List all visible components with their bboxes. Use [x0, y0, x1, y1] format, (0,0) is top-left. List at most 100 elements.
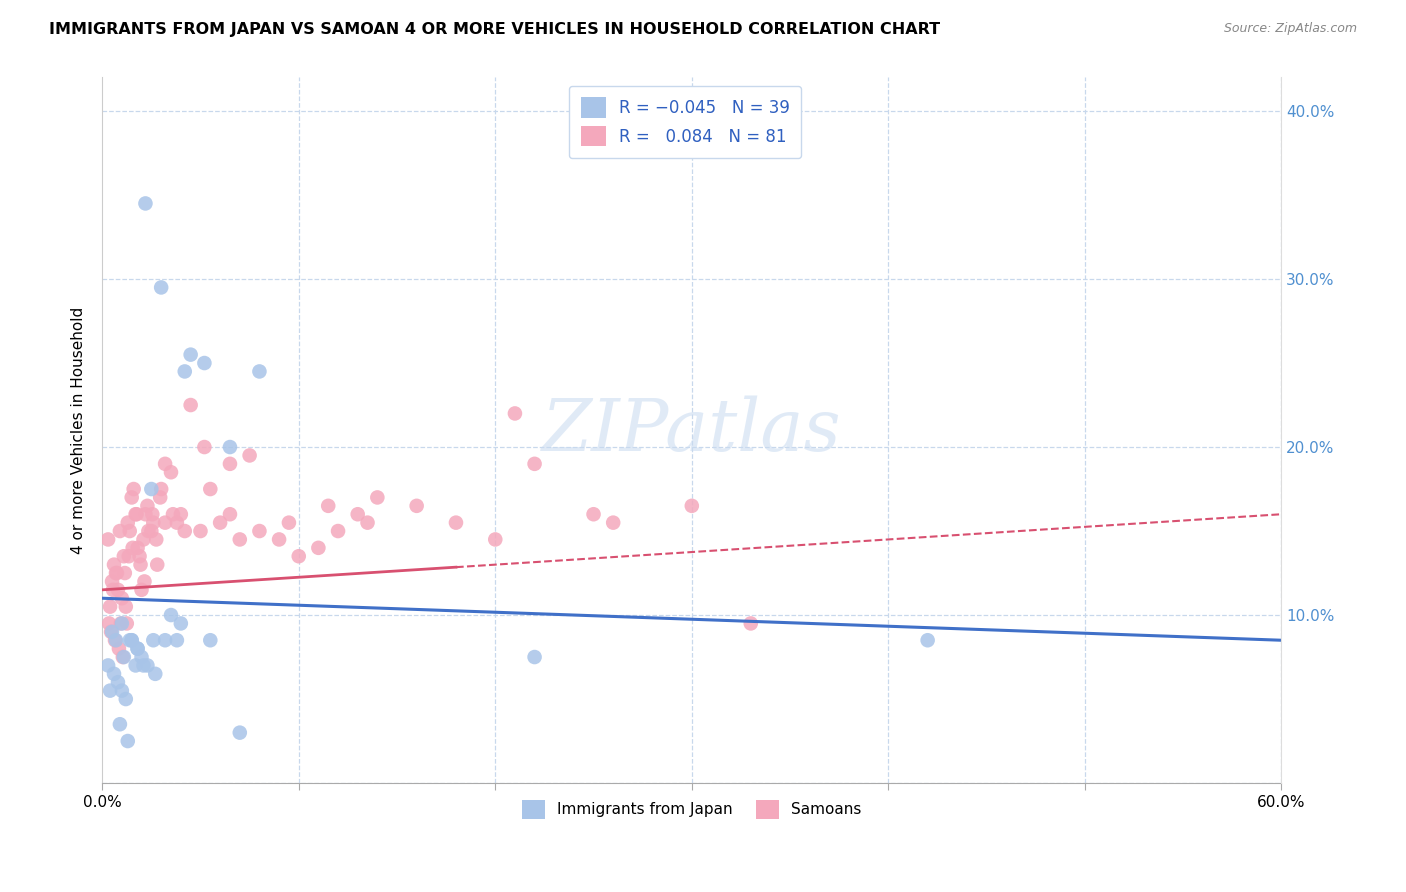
- Point: [121, 633, 143, 648]
- Point: [121, 491, 143, 505]
- Point: [110, 616, 132, 631]
- Point: [346, 508, 368, 522]
- Point: [131, 582, 153, 597]
- Point: [326, 524, 349, 538]
- Point: [132, 658, 155, 673]
- Point: [134, 196, 156, 211]
- Point: [219, 508, 242, 522]
- Point: [108, 717, 131, 731]
- Point: [97, 533, 120, 547]
- Point: [101, 574, 124, 589]
- Point: [219, 440, 242, 454]
- Point: [128, 549, 150, 564]
- Point: [166, 516, 188, 530]
- Point: [111, 616, 134, 631]
- Point: [523, 457, 546, 471]
- Point: [117, 516, 139, 530]
- Point: [356, 516, 378, 530]
- Point: [173, 364, 195, 378]
- Point: [134, 508, 156, 522]
- Point: [141, 508, 163, 522]
- Point: [101, 582, 124, 597]
- Point: [104, 633, 127, 648]
- Point: [153, 457, 176, 471]
- Point: [681, 499, 703, 513]
- Point: [503, 406, 526, 420]
- Point: [132, 533, 155, 547]
- Point: [131, 650, 153, 665]
- Point: [127, 641, 149, 656]
- Point: [149, 491, 172, 505]
- Point: [146, 558, 169, 572]
- Point: [98, 616, 121, 631]
- Point: [249, 524, 271, 538]
- Point: [112, 549, 135, 564]
- Point: [118, 524, 141, 538]
- Point: [143, 666, 166, 681]
- Point: [138, 524, 160, 538]
- Point: [142, 633, 165, 648]
- Point: [484, 533, 506, 547]
- Point: [277, 516, 299, 530]
- Point: [193, 356, 215, 370]
- Point: [127, 541, 149, 555]
- Point: [602, 516, 624, 530]
- Point: [239, 449, 262, 463]
- Point: [127, 641, 149, 656]
- Point: [160, 608, 183, 623]
- Point: [117, 734, 139, 748]
- Point: [111, 591, 134, 606]
- Point: [316, 499, 339, 513]
- Point: [200, 633, 222, 648]
- Point: [134, 574, 156, 589]
- Point: [190, 524, 212, 538]
- Point: [162, 508, 184, 522]
- Point: [111, 650, 134, 665]
- Point: [129, 558, 152, 572]
- Point: [121, 633, 143, 648]
- Point: [122, 482, 145, 496]
- Point: [180, 398, 202, 412]
- Text: Source: ZipAtlas.com: Source: ZipAtlas.com: [1223, 22, 1357, 36]
- Point: [173, 524, 195, 538]
- Point: [180, 348, 202, 362]
- Point: [405, 499, 427, 513]
- Point: [107, 675, 129, 690]
- Point: [108, 641, 131, 656]
- Point: [103, 558, 125, 572]
- Point: [740, 616, 762, 631]
- Point: [105, 566, 128, 580]
- Point: [103, 666, 125, 681]
- Point: [166, 633, 188, 648]
- Y-axis label: 4 or more Vehicles in Household: 4 or more Vehicles in Household: [72, 307, 86, 554]
- Point: [114, 566, 136, 580]
- Point: [121, 541, 143, 555]
- Point: [582, 508, 605, 522]
- Point: [136, 658, 159, 673]
- Point: [366, 491, 388, 505]
- Point: [150, 280, 173, 294]
- Point: [917, 633, 939, 648]
- Point: [101, 624, 124, 639]
- Point: [136, 499, 159, 513]
- Point: [114, 692, 136, 706]
- Point: [170, 616, 193, 631]
- Point: [249, 364, 271, 378]
- Point: [98, 599, 121, 614]
- Point: [145, 533, 167, 547]
- Text: IMMIGRANTS FROM JAPAN VS SAMOAN 4 OR MORE VEHICLES IN HOUSEHOLD CORRELATION CHAR: IMMIGRANTS FROM JAPAN VS SAMOAN 4 OR MOR…: [49, 22, 941, 37]
- Point: [124, 508, 146, 522]
- Point: [124, 658, 146, 673]
- Point: [153, 633, 176, 648]
- Point: [307, 541, 329, 555]
- Point: [100, 624, 122, 639]
- Point: [160, 465, 183, 479]
- Point: [111, 683, 134, 698]
- Point: [142, 516, 165, 530]
- Point: [200, 482, 222, 496]
- Point: [229, 533, 252, 547]
- Point: [114, 599, 136, 614]
- Point: [118, 633, 141, 648]
- Point: [287, 549, 309, 564]
- Point: [112, 650, 135, 665]
